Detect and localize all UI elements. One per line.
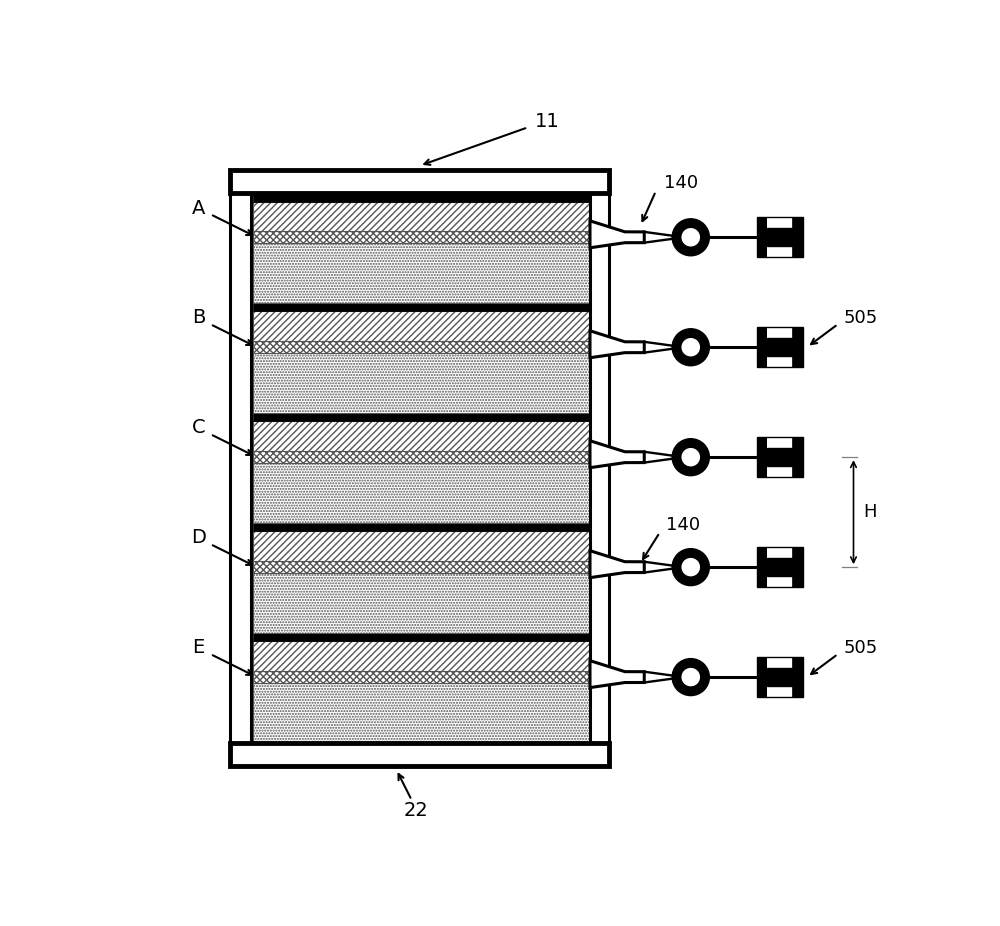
Bar (253, 671, 590, 683)
Polygon shape (590, 441, 644, 468)
Bar (767, 338, 792, 357)
Bar (253, 244, 590, 303)
Bar (767, 686, 792, 697)
Bar (230, 169, 609, 193)
Bar (767, 327, 792, 338)
Bar (767, 466, 792, 477)
Text: A: A (192, 198, 205, 218)
Text: 140: 140 (664, 174, 698, 193)
Bar (767, 576, 792, 587)
Bar (253, 354, 590, 413)
Circle shape (680, 337, 701, 357)
Circle shape (680, 447, 701, 468)
Text: 505: 505 (843, 309, 878, 327)
Bar (253, 451, 590, 463)
Bar (757, 327, 767, 368)
Bar (253, 463, 590, 522)
Polygon shape (590, 551, 644, 578)
Bar (253, 303, 590, 311)
Polygon shape (590, 331, 644, 357)
Bar (757, 218, 767, 257)
Bar (757, 327, 803, 368)
Bar (767, 338, 792, 357)
Bar (767, 437, 792, 448)
Bar (767, 229, 792, 246)
Bar (792, 437, 803, 477)
Bar (253, 573, 590, 632)
Text: 11: 11 (535, 112, 560, 131)
Bar (767, 357, 792, 368)
Bar (757, 437, 803, 477)
Bar (767, 558, 792, 576)
Text: C: C (192, 419, 205, 437)
Bar (757, 437, 767, 477)
Bar (253, 193, 590, 202)
Text: B: B (192, 308, 205, 328)
Text: 505: 505 (843, 639, 878, 657)
Circle shape (672, 329, 709, 366)
Circle shape (680, 227, 701, 247)
Bar (757, 547, 767, 587)
Bar (767, 547, 792, 558)
Bar (253, 532, 590, 561)
Bar (757, 218, 803, 257)
Circle shape (680, 667, 701, 687)
Bar (767, 448, 792, 466)
Circle shape (672, 659, 709, 695)
Bar (792, 657, 803, 697)
Bar (767, 558, 792, 576)
Bar (253, 632, 590, 642)
Bar (253, 421, 590, 451)
Bar (792, 327, 803, 368)
Text: H: H (863, 503, 876, 521)
Bar (590, 193, 609, 743)
Bar (253, 232, 590, 244)
Circle shape (672, 219, 709, 256)
Bar (253, 311, 590, 341)
Bar (253, 561, 590, 573)
Bar (230, 743, 609, 766)
Bar (230, 193, 251, 743)
Bar (792, 218, 803, 257)
Bar (757, 547, 803, 587)
Bar (767, 218, 792, 229)
Bar (767, 669, 792, 686)
Bar (253, 341, 590, 354)
Bar (767, 669, 792, 686)
Circle shape (680, 557, 701, 578)
Bar (253, 642, 590, 671)
Text: E: E (192, 638, 205, 657)
Circle shape (672, 549, 709, 585)
Text: 140: 140 (666, 516, 700, 533)
Text: D: D (191, 529, 206, 547)
Bar (253, 683, 590, 743)
Polygon shape (590, 660, 644, 688)
Bar (767, 246, 792, 257)
Bar (792, 547, 803, 587)
Bar (767, 657, 792, 669)
Bar (767, 448, 792, 466)
Circle shape (672, 439, 709, 475)
Bar (767, 229, 792, 246)
Bar (253, 413, 590, 421)
Text: 22: 22 (403, 801, 428, 820)
Bar (757, 657, 803, 697)
Bar (757, 657, 767, 697)
Polygon shape (590, 220, 644, 248)
Bar (253, 522, 590, 532)
Bar (253, 202, 590, 232)
